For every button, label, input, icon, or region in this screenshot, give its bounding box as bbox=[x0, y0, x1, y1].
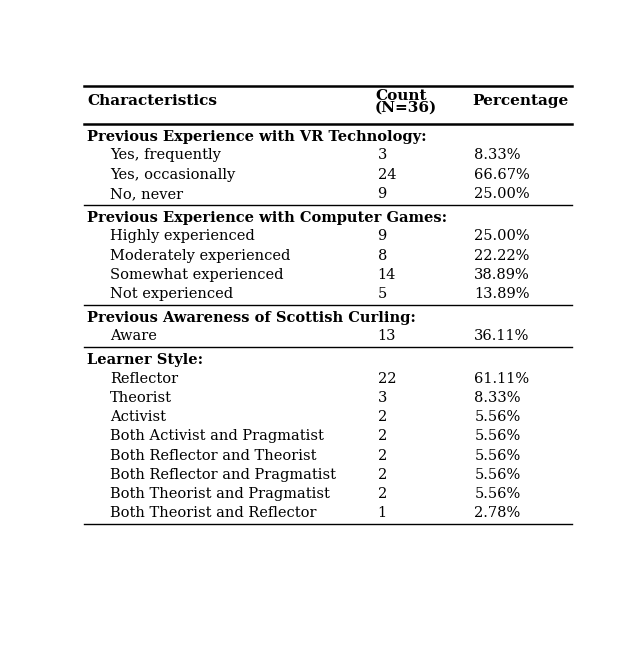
Text: 5.56%: 5.56% bbox=[474, 410, 520, 424]
Text: 22.22%: 22.22% bbox=[474, 249, 530, 262]
Text: Aware: Aware bbox=[110, 329, 157, 343]
Text: 13: 13 bbox=[378, 329, 396, 343]
Text: Both Reflector and Theorist: Both Reflector and Theorist bbox=[110, 449, 316, 462]
Text: Reflector: Reflector bbox=[110, 372, 178, 386]
Text: Activist: Activist bbox=[110, 410, 166, 424]
Text: 61.11%: 61.11% bbox=[474, 372, 529, 386]
Text: Previous Experience with VR Technology:: Previous Experience with VR Technology: bbox=[88, 130, 427, 144]
Text: (N=36): (N=36) bbox=[375, 101, 437, 115]
Text: 5.56%: 5.56% bbox=[474, 449, 520, 462]
Text: Yes, frequently: Yes, frequently bbox=[110, 148, 221, 163]
Text: 24: 24 bbox=[378, 168, 396, 182]
Text: 8.33%: 8.33% bbox=[474, 148, 521, 163]
Text: Highly experienced: Highly experienced bbox=[110, 230, 255, 243]
Text: 8: 8 bbox=[378, 249, 387, 262]
Text: 38.89%: 38.89% bbox=[474, 268, 530, 281]
Text: 13.89%: 13.89% bbox=[474, 287, 530, 301]
Text: No, never: No, never bbox=[110, 187, 183, 201]
Text: Count: Count bbox=[375, 89, 427, 102]
Text: Both Reflector and Pragmatist: Both Reflector and Pragmatist bbox=[110, 468, 336, 482]
Text: 25.00%: 25.00% bbox=[474, 187, 530, 201]
Text: Characteristics: Characteristics bbox=[88, 94, 218, 108]
Text: 2: 2 bbox=[378, 429, 387, 443]
Text: Both Theorist and Reflector: Both Theorist and Reflector bbox=[110, 506, 316, 520]
Text: 9: 9 bbox=[378, 187, 387, 201]
Text: Theorist: Theorist bbox=[110, 391, 172, 405]
Text: 3: 3 bbox=[378, 391, 387, 405]
Text: Moderately experienced: Moderately experienced bbox=[110, 249, 290, 262]
Text: Yes, occasionally: Yes, occasionally bbox=[110, 168, 235, 182]
Text: 22: 22 bbox=[378, 372, 396, 386]
Text: 2: 2 bbox=[378, 410, 387, 424]
Text: 2.78%: 2.78% bbox=[474, 506, 520, 520]
Text: 1: 1 bbox=[378, 506, 387, 520]
Text: 25.00%: 25.00% bbox=[474, 230, 530, 243]
Text: Both Activist and Pragmatist: Both Activist and Pragmatist bbox=[110, 429, 324, 443]
Text: Not experienced: Not experienced bbox=[110, 287, 233, 301]
Text: Both Theorist and Pragmatist: Both Theorist and Pragmatist bbox=[110, 487, 330, 501]
Text: Previous Awareness of Scottish Curling:: Previous Awareness of Scottish Curling: bbox=[88, 311, 416, 325]
Text: 2: 2 bbox=[378, 468, 387, 482]
Text: 5.56%: 5.56% bbox=[474, 429, 520, 443]
Text: 9: 9 bbox=[378, 230, 387, 243]
Text: 2: 2 bbox=[378, 449, 387, 462]
Text: 3: 3 bbox=[378, 148, 387, 163]
Text: 5.56%: 5.56% bbox=[474, 487, 520, 501]
Text: Percentage: Percentage bbox=[472, 94, 568, 108]
Text: 36.11%: 36.11% bbox=[474, 329, 530, 343]
Text: 14: 14 bbox=[378, 268, 396, 281]
Text: Learner Style:: Learner Style: bbox=[88, 353, 204, 367]
Text: 5: 5 bbox=[378, 287, 387, 301]
Text: Previous Experience with Computer Games:: Previous Experience with Computer Games: bbox=[88, 211, 447, 224]
Text: Somewhat experienced: Somewhat experienced bbox=[110, 268, 284, 281]
Text: 8.33%: 8.33% bbox=[474, 391, 521, 405]
Text: 66.67%: 66.67% bbox=[474, 168, 530, 182]
Text: 2: 2 bbox=[378, 487, 387, 501]
Text: 5.56%: 5.56% bbox=[474, 468, 520, 482]
